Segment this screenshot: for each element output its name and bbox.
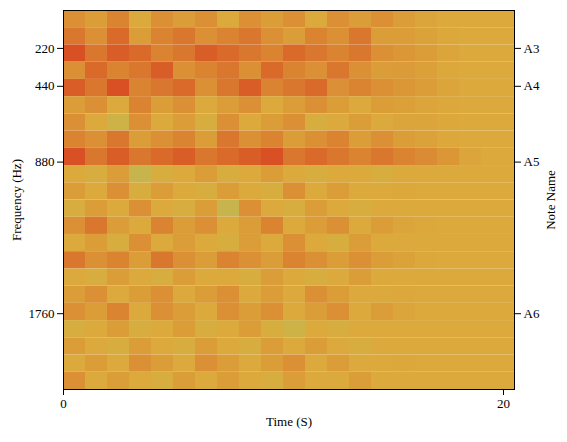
svg-text:Time (S): Time (S)	[266, 414, 312, 429]
svg-text:Note Name: Note Name	[543, 170, 558, 230]
svg-text:880: 880	[35, 154, 55, 169]
svg-text:220: 220	[35, 41, 55, 56]
svg-text:A4: A4	[524, 78, 540, 93]
svg-text:440: 440	[35, 78, 55, 93]
svg-text:A6: A6	[524, 306, 540, 321]
svg-text:A3: A3	[524, 41, 540, 56]
svg-text:20: 20	[497, 396, 510, 411]
svg-text:A5: A5	[524, 154, 540, 169]
svg-text:1760: 1760	[29, 306, 55, 321]
svg-text:Frequency (Hz): Frequency (Hz)	[9, 159, 24, 241]
svg-text:0: 0	[60, 396, 67, 411]
